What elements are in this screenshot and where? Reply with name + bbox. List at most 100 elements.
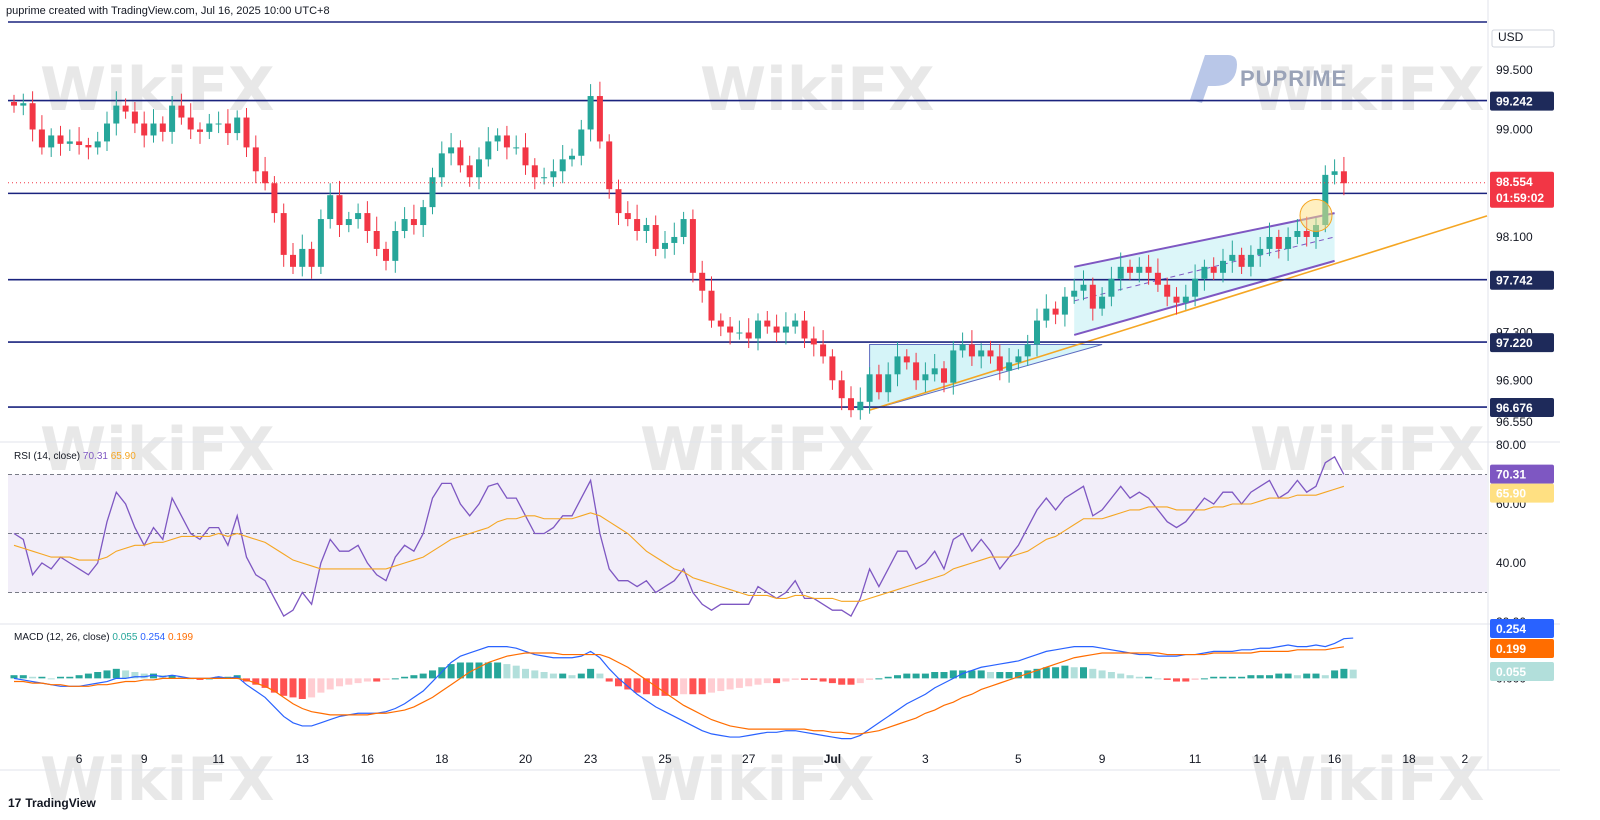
candle[interactable]	[243, 107, 250, 157]
candle[interactable]	[1266, 222, 1273, 257]
candle[interactable]	[652, 215, 659, 257]
candle[interactable]	[57, 125, 64, 156]
channel-upper-line[interactable]	[1073, 212, 1335, 268]
candle[interactable]	[1164, 277, 1171, 307]
candle[interactable]	[1117, 252, 1124, 291]
candle[interactable]	[829, 349, 836, 390]
candle[interactable]	[1294, 219, 1301, 245]
tradingview-logo[interactable]: 17 TradingView	[8, 796, 96, 810]
candle[interactable]	[615, 179, 622, 226]
candle[interactable]	[1071, 278, 1078, 304]
candle[interactable]	[578, 119, 585, 166]
candle[interactable]	[587, 84, 594, 142]
candle[interactable]	[252, 135, 259, 184]
candle[interactable]	[169, 96, 176, 144]
candle[interactable]	[959, 332, 966, 358]
candle[interactable]	[271, 176, 278, 223]
candle[interactable]	[1220, 248, 1226, 283]
candle[interactable]	[634, 204, 641, 241]
candle[interactable]	[85, 137, 92, 160]
candle[interactable]	[531, 158, 538, 190]
candle[interactable]	[1034, 308, 1040, 357]
price-pane[interactable]	[8, 21, 1488, 420]
candle[interactable]	[48, 128, 55, 157]
candle[interactable]	[1145, 254, 1152, 285]
candle[interactable]	[280, 203, 287, 267]
candle[interactable]	[708, 276, 715, 328]
candle[interactable]	[1247, 245, 1254, 277]
candle[interactable]	[699, 260, 706, 303]
candle[interactable]	[438, 141, 445, 187]
candle[interactable]	[810, 326, 817, 357]
candle[interactable]	[717, 313, 724, 337]
candle[interactable]	[1024, 334, 1031, 366]
candle[interactable]	[94, 131, 101, 155]
candle[interactable]	[903, 349, 910, 370]
candle[interactable]	[410, 204, 417, 235]
candle[interactable]	[494, 128, 501, 151]
candle[interactable]	[355, 203, 362, 229]
candle[interactable]	[745, 318, 752, 349]
candle[interactable]	[197, 122, 203, 144]
candle[interactable]	[420, 199, 427, 237]
candle[interactable]	[429, 167, 436, 215]
candle[interactable]	[215, 111, 222, 134]
candle[interactable]	[187, 103, 194, 140]
candle[interactable]	[680, 211, 687, 245]
candle[interactable]	[448, 133, 455, 166]
candle[interactable]	[550, 159, 557, 187]
macd-pane[interactable]: MACD (12, 26, close) 0.055 0.254 0.199	[10, 632, 1357, 740]
candle[interactable]	[782, 312, 789, 345]
candle[interactable]	[838, 370, 845, 411]
candle[interactable]	[364, 201, 371, 243]
candle[interactable]	[66, 129, 73, 151]
candle[interactable]	[755, 313, 761, 351]
candle[interactable]	[1154, 258, 1161, 292]
candle[interactable]	[485, 127, 492, 167]
rsi-line[interactable]	[13, 455, 1345, 618]
candle[interactable]	[820, 330, 827, 364]
rsi-pane[interactable]: RSI (14, close) 70.31 65.90	[8, 451, 1487, 618]
candle[interactable]	[476, 147, 482, 190]
candle[interactable]	[1229, 240, 1236, 273]
signal-line[interactable]	[14, 646, 1344, 735]
rsi-ma-line[interactable]	[13, 485, 1345, 602]
candle[interactable]	[383, 241, 389, 271]
candle[interactable]	[122, 98, 129, 119]
candle[interactable]	[773, 314, 780, 343]
candle[interactable]	[624, 201, 631, 227]
candle[interactable]	[1108, 266, 1115, 307]
candle[interactable]	[336, 180, 343, 237]
candle[interactable]	[513, 135, 520, 155]
candle[interactable]	[801, 311, 808, 349]
candle[interactable]	[541, 167, 548, 185]
candle[interactable]	[996, 344, 1003, 381]
candle[interactable]	[866, 367, 873, 414]
candle[interactable]	[234, 110, 241, 141]
candle[interactable]	[38, 115, 45, 155]
candle[interactable]	[224, 109, 231, 146]
candle[interactable]	[875, 364, 882, 400]
candle[interactable]	[1285, 227, 1292, 261]
candle[interactable]	[1210, 257, 1217, 280]
candle[interactable]	[11, 94, 17, 113]
candle[interactable]	[1136, 257, 1143, 283]
candle[interactable]	[727, 316, 734, 345]
candle[interactable]	[1089, 277, 1096, 321]
candle[interactable]	[178, 93, 185, 125]
candle[interactable]	[159, 116, 166, 142]
candle[interactable]	[1043, 294, 1050, 328]
candle[interactable]	[131, 102, 138, 134]
candle[interactable]	[736, 320, 743, 340]
candle[interactable]	[1340, 156, 1347, 196]
candle[interactable]	[1173, 287, 1180, 315]
candle[interactable]	[290, 242, 296, 274]
candle[interactable]	[29, 91, 36, 142]
candle[interactable]	[1275, 229, 1282, 259]
candle[interactable]	[671, 222, 678, 255]
candle[interactable]	[141, 111, 148, 148]
candle[interactable]	[373, 216, 380, 257]
candle[interactable]	[20, 93, 27, 116]
candle[interactable]	[1201, 259, 1208, 291]
candle[interactable]	[1080, 270, 1087, 301]
